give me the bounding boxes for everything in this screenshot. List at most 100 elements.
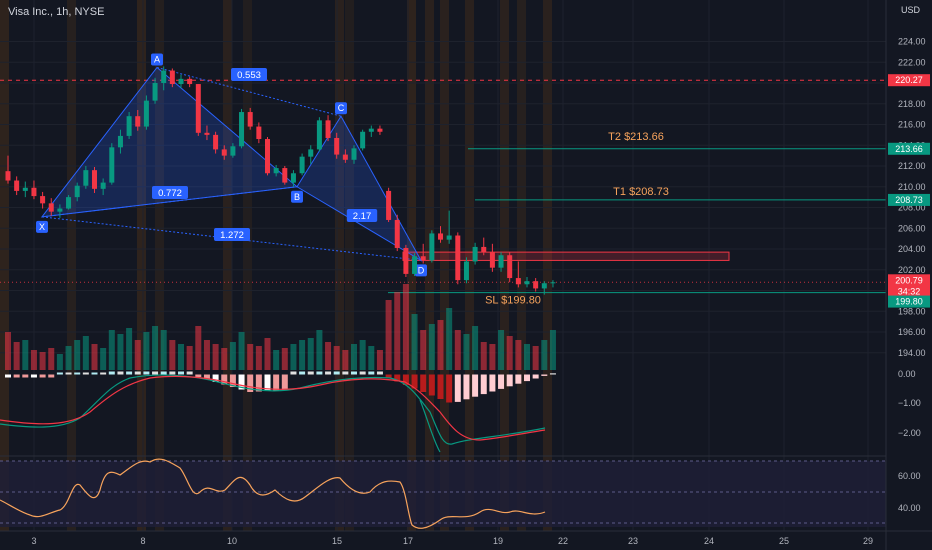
macd-histogram-bar <box>264 374 271 391</box>
pattern-ratio-label: 2.17 <box>353 211 372 222</box>
candle-body <box>325 120 331 138</box>
volume-bar <box>82 336 89 370</box>
volume-bar <box>420 330 427 370</box>
macd-histogram-bar <box>472 374 479 397</box>
candle-body <box>489 252 495 268</box>
session-stripe <box>0 0 9 531</box>
time-axis[interactable]: 3 8 10 15 17 19 22 23 24 25 29 <box>31 536 873 546</box>
price-tick-label: 194.00 <box>898 348 926 358</box>
candle-body <box>256 126 262 140</box>
signal-line <box>0 375 546 441</box>
macd-histogram-bar <box>454 374 461 402</box>
volume-bar <box>247 344 254 370</box>
volume-bar <box>290 344 297 370</box>
macd-indicator <box>0 371 556 453</box>
macd-histogram-bar <box>65 372 72 375</box>
macd-histogram-bar <box>376 371 383 375</box>
volume-bar <box>229 342 236 370</box>
candle-body <box>386 190 392 220</box>
macd-histogram-bar <box>108 371 115 375</box>
macd-histogram-bar <box>100 372 107 375</box>
macd-histogram-bar <box>342 371 349 375</box>
price-tick-label: 208.00 <box>898 203 926 213</box>
pattern-point-label: B <box>294 192 300 202</box>
volume-bar <box>376 350 383 370</box>
pattern-point-b <box>291 190 303 203</box>
volume-bar <box>238 332 245 370</box>
pattern-ratio-box <box>346 209 378 222</box>
rsi-indicator <box>0 458 546 529</box>
candle-body <box>187 78 193 85</box>
candle-body <box>342 154 348 160</box>
volume-bar <box>48 348 55 370</box>
pattern-ratio-label: 0.772 <box>158 188 182 199</box>
volume-bar <box>480 342 487 370</box>
macd-histogram-bar <box>203 374 210 380</box>
volume-bar <box>333 346 340 370</box>
time-tick-label: 24 <box>704 536 714 546</box>
volume-bar <box>428 324 435 370</box>
volume-bar <box>65 346 72 370</box>
macd-histogram-bar <box>359 371 366 375</box>
candle-body <box>22 187 28 191</box>
volume-bar <box>541 340 548 370</box>
volume-bar <box>307 338 314 370</box>
volume-bar <box>126 328 133 370</box>
pattern-line-xd <box>41 216 422 261</box>
volume-bar <box>524 344 530 370</box>
time-tick-label: 25 <box>779 536 789 546</box>
macd-histogram-bar <box>117 371 124 375</box>
price-badge <box>888 274 930 287</box>
macd-histogram-bar <box>290 371 297 375</box>
macd-histogram-bar <box>532 374 539 379</box>
pattern-ratio-box <box>152 186 188 199</box>
price-badge-text: 34:32 <box>898 286 921 296</box>
price-tick-label: 204.00 <box>898 244 926 254</box>
pattern-line-xb <box>41 186 298 218</box>
time-tick-label: 17 <box>403 536 413 546</box>
macd-histogram-bar <box>82 372 89 375</box>
rsi-axis: 60.00 40.00 <box>898 471 921 513</box>
volume-bar <box>30 350 37 370</box>
candlesticks <box>5 66 556 295</box>
candle-body <box>429 233 435 261</box>
volume-bar <box>273 350 280 370</box>
macd-histogram-bar <box>22 374 29 378</box>
macd-histogram-bar <box>446 374 453 403</box>
macd-histogram-bar <box>498 374 505 389</box>
rsi-band <box>0 461 886 527</box>
macd-histogram-bar <box>212 374 219 382</box>
volume-bar <box>385 300 392 370</box>
macd-histogram-bar <box>402 374 409 385</box>
time-tick-label: 19 <box>493 536 503 546</box>
pattern-point-label: C <box>338 103 345 113</box>
time-tick-label: 10 <box>227 536 237 546</box>
volume-bar <box>472 326 479 370</box>
session-stripe <box>243 0 252 531</box>
candle-body <box>412 256 418 274</box>
session-stripe <box>517 0 526 531</box>
macd-histogram-bar <box>463 374 470 400</box>
macd-histogram-bar <box>524 374 530 382</box>
price-badge-text: 213.66 <box>895 144 923 154</box>
pattern-point-a <box>151 53 163 66</box>
candle-body <box>152 83 158 101</box>
volume-bar <box>368 346 375 370</box>
time-tick-label: 22 <box>558 536 568 546</box>
level-labels: T2 $213.66 T1 $208.73 SL $199.80 <box>485 131 669 307</box>
candle-body <box>40 196 46 204</box>
pattern-point-d <box>415 264 427 277</box>
candle-body <box>498 255 504 268</box>
volume-bar <box>394 292 401 370</box>
price-tick-label: 222.00 <box>898 57 926 67</box>
volume-bar <box>437 320 444 370</box>
session-highlight-stripes <box>0 0 552 531</box>
macd-histogram-bar <box>437 374 444 399</box>
price-badge-text: 199.80 <box>895 297 923 307</box>
symbol-title[interactable]: Visa Inc., 1h, NYSE <box>8 6 105 18</box>
price-tick-label: 216.00 <box>898 120 926 130</box>
candle-body <box>126 116 132 136</box>
volume-bar <box>221 348 228 370</box>
volume-bar <box>454 330 461 370</box>
